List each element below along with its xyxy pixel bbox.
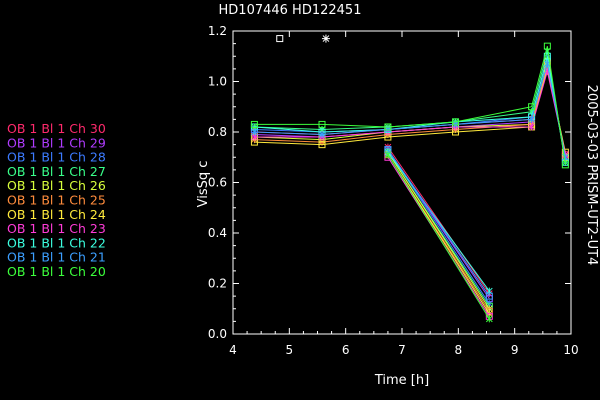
series-layer [250, 42, 569, 323]
data-point [250, 120, 258, 128]
series-line [254, 46, 566, 165]
drop-series-line [387, 149, 490, 297]
legend-entry: OB 1 Bl 1 Ch 27 [7, 164, 106, 179]
x-tick-label: 9 [511, 343, 519, 357]
x-tick-label: 6 [342, 343, 350, 357]
series-line [254, 51, 566, 163]
data-point [251, 128, 258, 136]
asterisk-marker [321, 34, 330, 43]
series-line [254, 68, 566, 153]
drop-series-4 [384, 148, 493, 313]
drop-series-0 [384, 143, 493, 298]
x-tick-label: 7 [398, 343, 406, 357]
data-point [452, 118, 460, 126]
drop-series-line [387, 151, 490, 292]
plot-frame [232, 30, 572, 335]
y-tick-label: 1.0 [208, 75, 227, 89]
legend-entry: OB 1 Bl 1 Ch 21 [7, 250, 106, 265]
data-point [562, 153, 569, 161]
data-point [528, 103, 536, 111]
legend-entry: OB 1 Bl 1 Ch 24 [7, 207, 106, 222]
data-point [485, 292, 493, 300]
data-point [543, 42, 551, 50]
y-tick-label: 0.4 [208, 226, 227, 240]
series-6 [250, 65, 569, 156]
legend-entry: OB 1 Bl 1 Ch 29 [7, 135, 106, 150]
plot-area: 4 5 6 7 8 9 10 0.0 0.2 0.4 0.6 0.8 1.0 1.2 [208, 24, 579, 357]
y-tick-label: 0.6 [208, 176, 227, 190]
data-point [561, 161, 569, 169]
data-point [485, 315, 493, 323]
side-label: 2005-03-03 PRISM-UT2-UT4 [584, 85, 599, 266]
series-1 [251, 60, 569, 161]
series-line [254, 63, 566, 158]
drop-series-line [387, 146, 490, 294]
legend-entry: OB 1 Bl 1 Ch 30 [7, 121, 106, 136]
drop-series-10 [384, 151, 493, 323]
x-axis-label: Time [h] [374, 373, 429, 388]
y-axis-label: VisSq c [196, 161, 211, 208]
y-tick-label: 0.8 [208, 125, 227, 139]
data-point [318, 141, 326, 149]
legend-entry: OB 1 Bl 1 Ch 26 [7, 178, 106, 193]
drop-series-line [387, 151, 490, 310]
axis-ticks: 4 5 6 7 8 9 10 0.0 0.2 0.4 0.6 0.8 1.0 1.2 [208, 24, 579, 357]
square-marker [276, 35, 284, 43]
x-tick-label: 10 [563, 343, 578, 357]
x-tick-label: 4 [229, 343, 237, 357]
legend-entry: OB 1 Bl 1 Ch 25 [7, 193, 106, 208]
x-tick-label: 5 [286, 343, 294, 357]
drop-series-line [387, 154, 490, 320]
y-tick-label: 1.2 [208, 24, 227, 38]
series-9 [251, 60, 569, 161]
drop-series-8 [384, 148, 493, 295]
y-tick-label: 0.2 [208, 277, 227, 291]
legend-entry: OB 1 Bl 1 Ch 23 [7, 221, 106, 236]
data-point [384, 123, 392, 131]
calibrator-markers [276, 34, 330, 43]
chart-title: HD107446 HD122451 [219, 3, 362, 18]
series-10 [250, 42, 569, 169]
series-line [254, 63, 566, 158]
data-point [384, 151, 392, 159]
data-point [528, 115, 535, 123]
legend-entry: OB 1 Bl 1 Ch 22 [7, 235, 106, 250]
data-point [318, 131, 326, 139]
y-tick-label: 0.0 [208, 327, 227, 341]
series-3 [251, 47, 569, 166]
legend-entry: OB 1 Bl 1 Ch 20 [7, 264, 106, 279]
data-point [318, 120, 326, 128]
x-tick-label: 8 [455, 343, 463, 357]
data-point [528, 123, 535, 131]
legend-entry: OB 1 Bl 1 Ch 28 [7, 150, 106, 165]
series-line [254, 66, 566, 155]
